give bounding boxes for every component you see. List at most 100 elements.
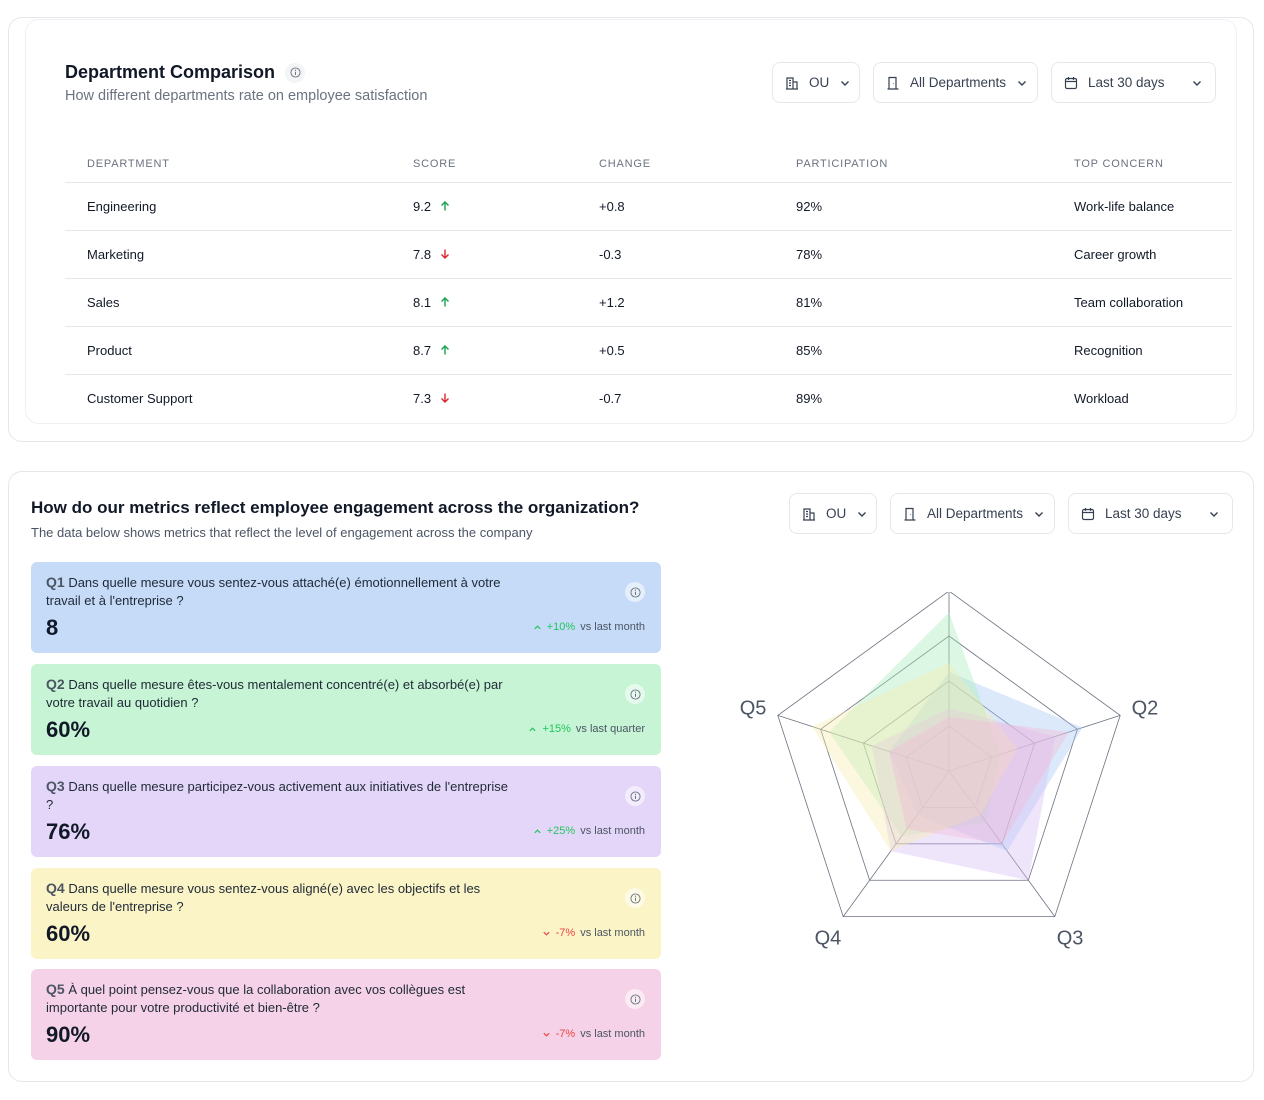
departments-dropdown[interactable]: All Departments [873, 62, 1038, 103]
column-header-participation[interactable]: PARTICIPATION [796, 146, 1074, 183]
change-cell: -0.3 [599, 230, 796, 279]
department-comparison-panel: Department Comparison How different depa… [25, 19, 1237, 424]
column-header-top-concern[interactable]: TOP CONCERN [1074, 146, 1232, 183]
column-header-change[interactable]: CHANGE [599, 146, 796, 183]
radar-series-1 [889, 672, 1083, 852]
trend-delta: +10% [546, 621, 576, 633]
table-header-row: DEPARTMENT SCORE CHANGE PARTICIPATION TO… [65, 146, 1232, 183]
question-value: 60% [46, 921, 91, 946]
question-value: 60% [46, 717, 91, 742]
building-icon [803, 507, 815, 521]
department-cell: Marketing [65, 230, 413, 279]
column-header-score[interactable]: SCORE [413, 146, 599, 183]
question-trend: -7% vs last month [542, 1028, 645, 1040]
department-table: DEPARTMENT SCORE CHANGE PARTICIPATION TO… [65, 146, 1232, 422]
change-cell: +1.2 [599, 278, 796, 327]
department-cell: Engineering [65, 182, 413, 231]
period-dropdown-label: Last 30 days [1105, 506, 1182, 521]
score-cell: 7.8 [413, 230, 599, 279]
change-cell: +0.8 [599, 182, 796, 231]
question-card-q3[interactable]: Q3 Dans quelle mesure participez-vous ac… [31, 766, 661, 857]
ou-dropdown[interactable]: OU [789, 493, 877, 534]
chevron-down-icon [1193, 80, 1201, 86]
period-dropdown-label: Last 30 days [1088, 75, 1165, 90]
radar-spoke [948, 770, 1056, 917]
table-row[interactable]: Customer Support 7.3 -0.7 89% Workload [65, 374, 1232, 422]
table-row[interactable]: Sales 8.1 +1.2 81% Team collaboration [65, 278, 1232, 327]
engagement-title: How do our metrics reflect employee enga… [31, 498, 640, 517]
department-comparison-subtitle: How different departments rate on employ… [65, 88, 428, 104]
question-card-q2[interactable]: Q2 Dans quelle mesure êtes-vous mentalem… [31, 664, 661, 755]
department-cell: Product [65, 326, 413, 375]
info-icon[interactable] [285, 62, 306, 83]
change-cell: -0.7 [599, 390, 622, 406]
score-value: 9.2 [413, 198, 432, 214]
question-label: Dans quelle mesure êtes-vous mentalement… [46, 677, 503, 710]
table-row[interactable]: Product 8.7 +0.5 85% Recognition [65, 326, 1232, 375]
calendar-icon [1081, 507, 1095, 520]
question-card-q1[interactable]: Q1 Dans quelle mesure vous sentez-vous a… [31, 562, 661, 653]
trend-delta: +25% [546, 825, 576, 837]
ou-dropdown[interactable]: OU [772, 62, 860, 103]
question-id: Q1 [46, 574, 65, 590]
question-id: Q3 [46, 778, 65, 794]
period-dropdown[interactable]: Last 30 days [1068, 493, 1233, 534]
participation-cell: 92% [796, 182, 1074, 231]
radar-series-4 [812, 663, 1018, 852]
question-label: Dans quelle mesure vous sentez-vous atta… [46, 575, 501, 608]
top-concern-cell: Team collaboration [1074, 278, 1232, 327]
question-trend: +15% vs last quarter [528, 723, 645, 735]
period-dropdown[interactable]: Last 30 days [1051, 62, 1216, 103]
question-text: Q2 Dans quelle mesure êtes-vous mentalem… [46, 675, 516, 712]
score-value: 7.3 [413, 390, 432, 406]
question-id: Q5 [46, 981, 65, 997]
calendar-icon [1064, 76, 1078, 89]
question-value: 8 [46, 615, 59, 640]
info-icon[interactable] [625, 989, 645, 1009]
table-row[interactable]: Marketing 7.8 -0.3 78% Career growth [65, 230, 1232, 279]
department-comparison-title-text: Department Comparison [65, 62, 276, 82]
trend-period: vs last month [580, 927, 645, 939]
top-concern-cell: Workload [1074, 390, 1129, 406]
table-row[interactable]: Engineering 9.2 +0.8 92% Work-life balance [65, 182, 1232, 231]
trend-delta: -7% [555, 927, 576, 939]
score-value: 7.8 [413, 246, 432, 262]
question-label: Dans quelle mesure vous sentez-vous alig… [46, 881, 481, 914]
ou-dropdown-label: OU [809, 75, 830, 90]
score-value: 8.7 [413, 342, 432, 358]
question-label: À quel point pensez-vous que la collabor… [46, 982, 466, 1015]
top-concern-cell: Recognition [1074, 326, 1232, 375]
radar-grid-ring [905, 725, 993, 808]
radar-grid-ring [777, 592, 1121, 918]
score-cell: 7.3 [413, 374, 599, 422]
question-card-q4[interactable]: Q4 Dans quelle mesure vous sentez-vous a… [31, 868, 661, 959]
info-icon[interactable] [625, 582, 645, 602]
chevron-up-icon [529, 726, 537, 731]
score-value: 8.1 [413, 294, 432, 310]
radar-series-3 [871, 708, 1056, 881]
question-card-q5[interactable]: Q5 À quel point pensez-vous que la colla… [31, 969, 661, 1060]
top-concern-cell: Work-life balance [1074, 182, 1232, 231]
participation-cell: 81% [796, 278, 1074, 327]
question-id: Q4 [46, 880, 65, 896]
ou-dropdown-label: OU [826, 506, 847, 521]
question-trend: -7% vs last month [542, 927, 645, 939]
radar-spoke [842, 770, 950, 917]
door-icon [887, 76, 899, 90]
arrow-down-icon [441, 393, 450, 404]
info-icon[interactable] [625, 786, 645, 806]
chevron-up-icon [534, 828, 541, 833]
departments-dropdown-label: All Departments [910, 75, 1007, 90]
chevron-up-icon [534, 624, 541, 629]
arrow-up-icon [441, 201, 450, 211]
departments-dropdown[interactable]: All Departments [890, 493, 1055, 534]
info-icon[interactable] [625, 888, 645, 908]
trend-period: vs last month [580, 1028, 645, 1040]
question-text: Q3 Dans quelle mesure participez-vous ac… [46, 777, 516, 814]
info-icon[interactable] [625, 684, 645, 704]
column-header-department[interactable]: DEPARTMENT [65, 146, 413, 183]
chevron-down-icon [1210, 511, 1218, 517]
question-value: 90% [46, 1022, 91, 1047]
arrow-up-icon [441, 345, 450, 355]
arrow-up-icon [441, 297, 450, 307]
